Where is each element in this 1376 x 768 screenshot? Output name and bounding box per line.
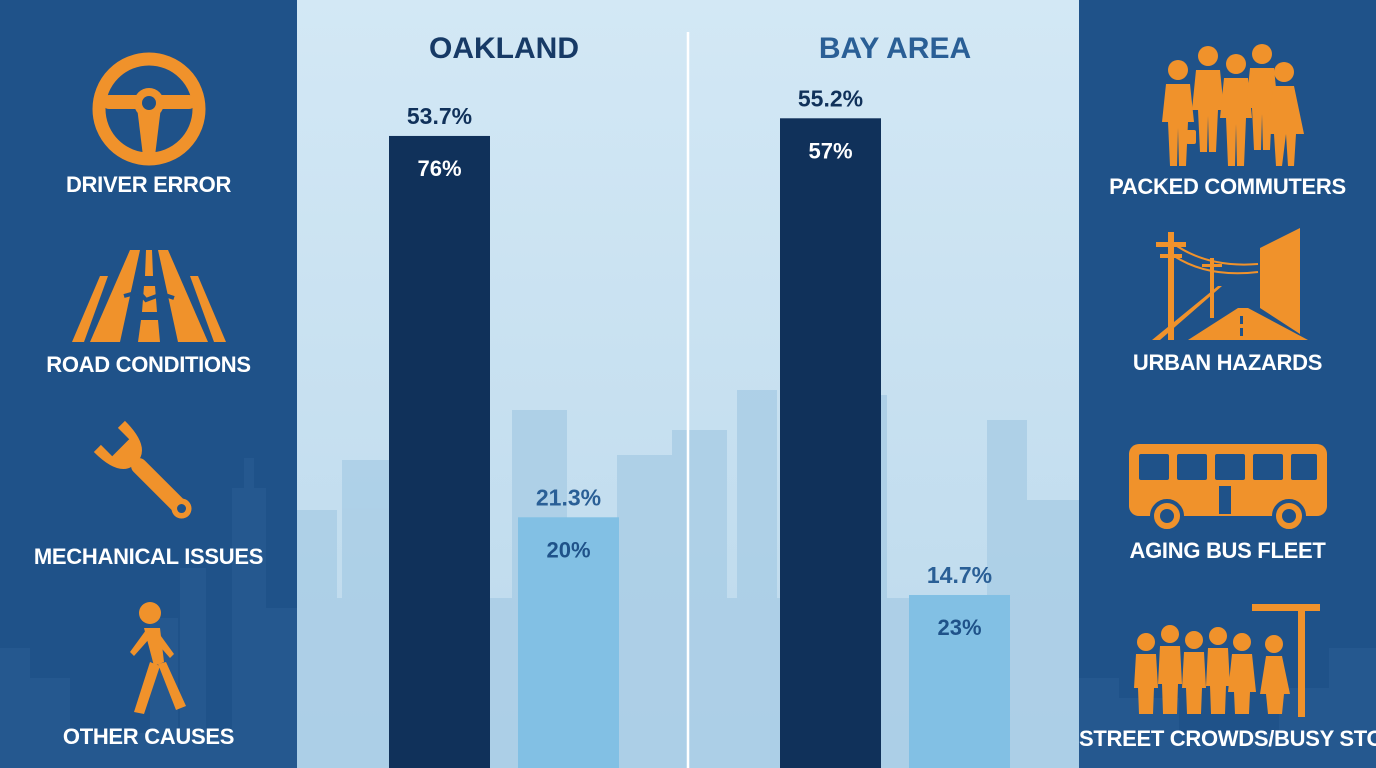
bar-value-label: 53.7% <box>407 103 472 129</box>
cause-other-causes: OTHER CAUSES <box>0 600 297 750</box>
steering-wheel-icon <box>92 52 205 166</box>
bar-1-0 <box>780 118 881 768</box>
panel-title-1: BAY AREA <box>819 32 971 65</box>
cause-road-conditions: ROAD CONDITIONS <box>0 246 297 378</box>
wrench-icon <box>93 420 192 519</box>
left-skyline-silhouette <box>0 458 297 768</box>
bus-stop-crowd-icon <box>1133 604 1320 717</box>
bar-0-0 <box>389 135 490 768</box>
bar-value-label: 21.3% <box>536 484 601 510</box>
panel-title-0: OAKLAND <box>429 32 579 65</box>
bar-0-1 <box>518 517 619 768</box>
cause-mechanical-issues: MECHANICAL ISSUES <box>0 414 297 570</box>
bus-icon <box>1128 444 1327 532</box>
cause-packed-commuters: PACKED COMMUTERS <box>1079 42 1376 200</box>
cause-aging-bus-fleet: AGING BUS FLEET <box>1079 440 1376 564</box>
chart-area: OAKLAND 53.7% 76% 21.3% 20% BAY AREA 55.2% 57% 1… <box>297 0 1079 768</box>
cause-urban-hazards: URBAN HAZARDS <box>1079 228 1376 376</box>
cause-label: OTHER CAUSES <box>62 724 235 749</box>
bar-value-label: 55.2% <box>798 85 863 111</box>
cause-street-crowds: STREET CROWDS/BUSY STOPS <box>1079 600 1376 752</box>
cause-label: URBAN HAZARDS <box>1132 350 1323 375</box>
pedestrian-icon <box>129 602 186 714</box>
right-cause-panel: PACKED COMMUTERS URBAN HAZARDS <box>1079 0 1376 768</box>
bar-inner-label: 23% <box>937 615 981 640</box>
cause-label: STREET CROWDS/BUSY STOPS <box>1079 726 1376 751</box>
bar-inner-label: 76% <box>417 156 461 181</box>
bar-chart: OAKLAND 53.7% 76% 21.3% 20% BAY AREA 55.2% 57% 1… <box>297 32 1079 768</box>
cause-driver-error: DRIVER ERROR <box>0 52 297 198</box>
cracked-road-icon <box>71 250 226 342</box>
bar-1-1 <box>909 594 1010 768</box>
cause-label: AGING BUS FLEET <box>1129 538 1326 563</box>
cause-label: ROAD CONDITIONS <box>46 352 251 377</box>
urban-street-icon <box>1151 228 1308 340</box>
bar-inner-label: 57% <box>808 138 852 163</box>
bar-inner-label: 20% <box>546 537 590 562</box>
bar-value-label: 14.7% <box>927 562 992 588</box>
left-cause-panel: DRIVER ERROR ROAD CONDITIONS MECHANICAL … <box>0 0 297 768</box>
cause-label: MECHANICAL ISSUES <box>33 544 264 569</box>
commuters-icon <box>1161 44 1304 166</box>
cause-label: PACKED COMMUTERS <box>1109 174 1346 199</box>
cause-label: DRIVER ERROR <box>65 172 232 197</box>
